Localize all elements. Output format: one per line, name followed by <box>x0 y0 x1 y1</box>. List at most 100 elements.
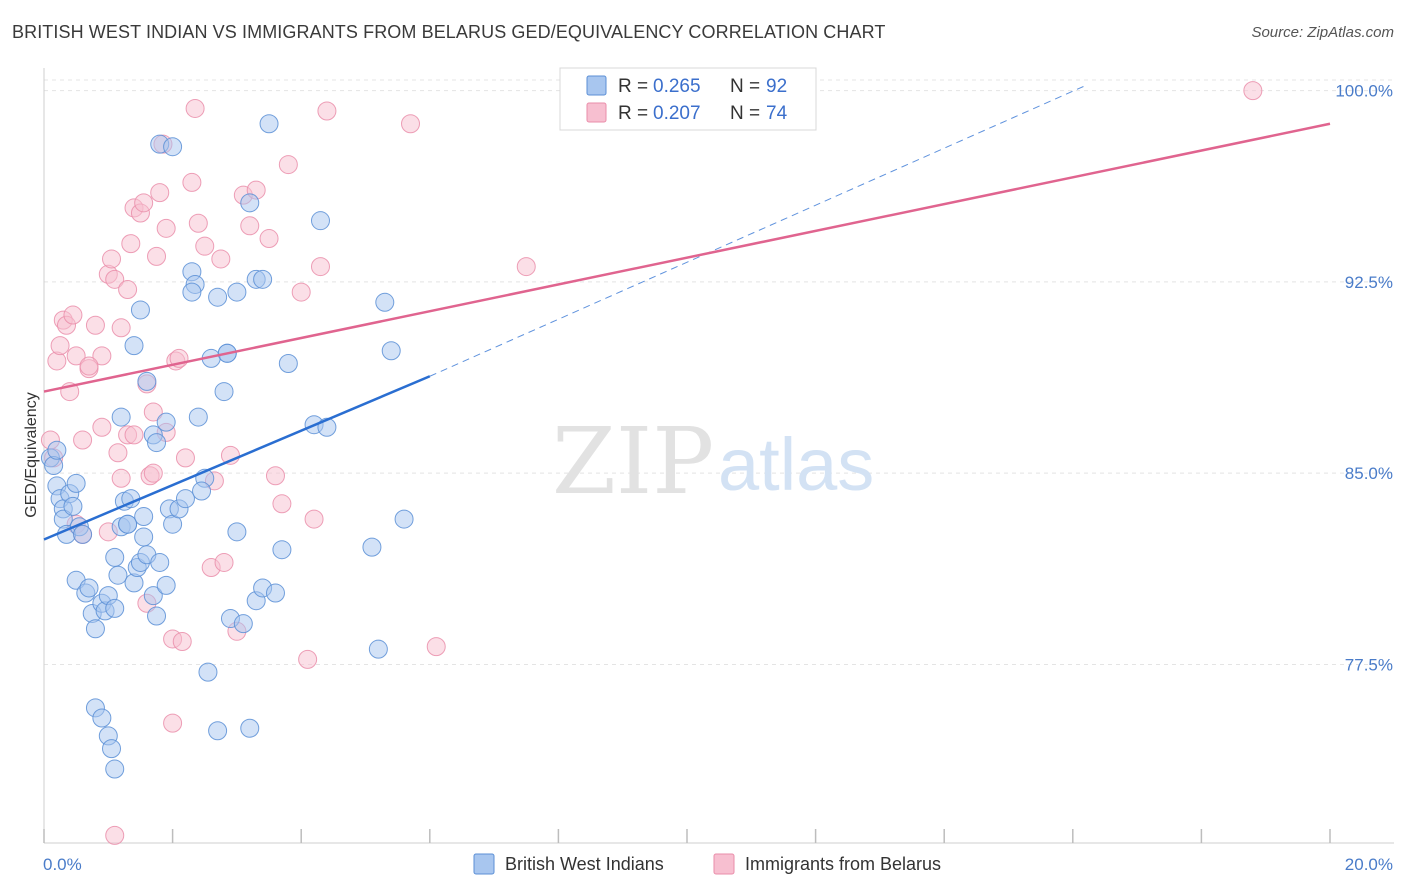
blue-point-73 <box>227 282 247 302</box>
pink-point-52 <box>291 282 311 302</box>
x-tick-label-1: 20.0% <box>1345 855 1393 874</box>
blue-point-71 <box>208 287 228 307</box>
blue-point-87 <box>381 341 401 361</box>
blue-point-60 <box>111 407 131 427</box>
trend-lines <box>43 85 1331 541</box>
blue-point-35 <box>150 552 170 572</box>
grid-lines <box>44 79 1394 665</box>
pink-point-51 <box>278 155 298 175</box>
axes <box>43 68 1394 844</box>
blue-point-10 <box>66 473 86 493</box>
blue-point-56 <box>92 708 112 728</box>
pink-point-54 <box>304 509 324 529</box>
pink-point-11 <box>85 315 105 335</box>
pink-point-15 <box>105 269 125 289</box>
legend-r-value-2: 0.207 <box>653 103 701 124</box>
blue-point-17 <box>85 619 105 639</box>
blue-point-50 <box>227 522 247 542</box>
pink-point-46 <box>240 216 260 236</box>
pink-point-18 <box>118 280 138 300</box>
legend-n-label-2: N = <box>730 103 760 124</box>
pink-point-34 <box>175 448 195 468</box>
blue-point-7 <box>47 440 67 460</box>
pink-point-71 <box>163 713 183 733</box>
pink-point-14 <box>102 249 122 269</box>
blue-point-58 <box>102 739 122 759</box>
pink-point-19 <box>121 234 141 254</box>
blue-point-63 <box>130 300 150 320</box>
blue-point-86 <box>375 292 395 312</box>
pink-point-56 <box>317 101 337 121</box>
blue-point-34 <box>147 606 167 626</box>
blue-point-1 <box>44 456 64 476</box>
y-tick-labels: 77.5% 85.0% 92.5% 100.0% <box>1335 82 1393 675</box>
pink-point-27 <box>150 183 170 203</box>
blue-point-91 <box>134 507 154 527</box>
y-tick-label-1: 85.0% <box>1345 464 1393 483</box>
blue-point-40 <box>175 489 195 509</box>
pink-point-8 <box>66 346 86 366</box>
blue-point-74 <box>240 193 260 213</box>
y-axis-title: GED/Equivalency <box>23 392 40 517</box>
blue-point-85 <box>368 639 388 659</box>
pink-point-22 <box>134 193 154 213</box>
watermark-zip: ZIP <box>552 408 714 515</box>
watermark-atlas: atlas <box>718 423 874 506</box>
blue-point-79 <box>278 354 298 374</box>
pink-point-65 <box>111 468 131 488</box>
pink-point-35 <box>182 172 202 192</box>
blue-point-33 <box>143 586 163 606</box>
bottom-legend-swatch-blue <box>473 853 495 875</box>
pink-point-26 <box>147 246 167 266</box>
legend-n-value-2: 74 <box>766 103 788 124</box>
blue-point-31 <box>134 527 154 547</box>
blue-point-62 <box>124 336 144 356</box>
pink-point-67 <box>124 425 144 445</box>
blue-point-80 <box>259 114 279 134</box>
pink-point-7 <box>63 305 83 325</box>
pink-point-3 <box>50 336 70 356</box>
pink-point-42 <box>214 552 234 572</box>
legend-r-label-1: R = <box>618 76 648 97</box>
blue-point-22 <box>108 565 128 585</box>
pink-point-60 <box>1243 81 1263 101</box>
pink-point-49 <box>265 466 285 486</box>
chart-title: BRITISH WEST INDIAN VS IMMIGRANTS FROM B… <box>12 22 886 42</box>
blue-point-88 <box>394 509 414 529</box>
legend-r-label-2: R = <box>618 103 648 124</box>
blue-point-45 <box>198 662 218 682</box>
blue-trend-line <box>43 375 431 541</box>
pink-point-63 <box>92 417 112 437</box>
blue-point-47 <box>214 382 234 402</box>
pink-point-12 <box>92 346 112 366</box>
pink-point-9 <box>73 430 93 450</box>
bottom-legend: British West Indians Immigrants from Bel… <box>473 853 941 875</box>
bottom-legend-label-1: British West Indians <box>505 854 664 874</box>
pink-point-55 <box>310 257 330 277</box>
y-tick-label-2: 92.5% <box>1345 273 1393 292</box>
blue-point-84 <box>362 537 382 557</box>
pink-point-53 <box>298 649 318 669</box>
pink-point-58 <box>426 637 446 657</box>
bottom-legend-label-2: Immigrants from Belarus <box>745 854 941 874</box>
blue-point-15 <box>79 578 99 598</box>
pink-point-72 <box>105 825 125 845</box>
legend-n-label-1: N = <box>730 76 760 97</box>
pink-point-25 <box>143 463 163 483</box>
legend-n-value-1: 92 <box>766 76 787 97</box>
pink-point-16 <box>108 443 128 463</box>
pink-point-36 <box>185 98 205 118</box>
watermark: ZIP atlas <box>552 408 874 515</box>
legend-swatch-pink <box>586 102 607 123</box>
pink-point-59 <box>516 257 536 277</box>
pink-point-69 <box>143 402 163 422</box>
blue-point-51 <box>233 614 253 634</box>
pink-point-57 <box>401 114 421 134</box>
pink-point-29 <box>156 218 176 238</box>
blue-point-76 <box>253 269 273 289</box>
pink-point-38 <box>195 236 215 256</box>
series-british-west-indians <box>40 114 414 779</box>
blue-point-90 <box>192 481 212 501</box>
blue-point-52 <box>240 718 260 738</box>
